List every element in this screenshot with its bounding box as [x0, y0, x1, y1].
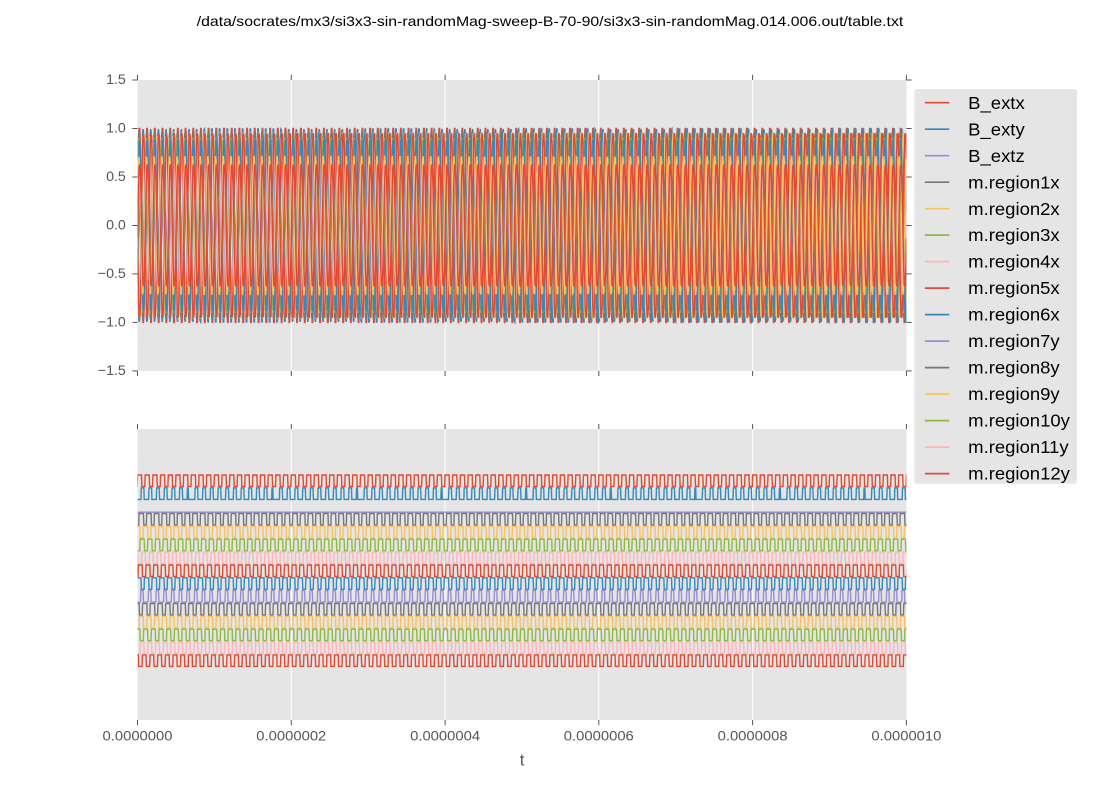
svg-text:m.region4x: m.region4x	[968, 252, 1060, 272]
svg-text:m.region9y: m.region9y	[968, 384, 1060, 404]
svg-text:m.region3x: m.region3x	[968, 225, 1060, 245]
svg-text:B_exty: B_exty	[968, 119, 1025, 139]
svg-text:m.region7y: m.region7y	[968, 331, 1060, 351]
svg-text:m.region10y: m.region10y	[968, 411, 1070, 431]
svg-text:m.region12y: m.region12y	[968, 464, 1070, 484]
svg-text:m.region11y: m.region11y	[968, 437, 1069, 457]
svg-text:B_extz: B_extz	[968, 146, 1024, 166]
svg-text:m.region5x: m.region5x	[968, 278, 1060, 298]
svg-text:−1.5: −1.5	[98, 363, 126, 379]
svg-text:0.0000010: 0.0000010	[871, 728, 941, 744]
svg-text:0.0000004: 0.0000004	[410, 728, 480, 744]
svg-text:/data/socrates/mx3/si3x3-sin-r: /data/socrates/mx3/si3x3-sin-randomMag-s…	[197, 13, 904, 29]
svg-text:0.0000002: 0.0000002	[256, 728, 326, 744]
svg-text:m.region8y: m.region8y	[968, 358, 1060, 378]
svg-text:0.5: 0.5	[106, 169, 126, 185]
svg-text:m.region2x: m.region2x	[968, 199, 1060, 219]
svg-text:B_extx: B_extx	[968, 93, 1025, 113]
svg-text:−1.0: −1.0	[98, 315, 126, 331]
svg-text:t: t	[520, 750, 525, 769]
svg-text:0.0: 0.0	[106, 218, 126, 234]
svg-text:0.0000008: 0.0000008	[718, 728, 788, 744]
svg-text:0.0000000: 0.0000000	[103, 728, 173, 744]
svg-text:m.region6x: m.region6x	[968, 305, 1060, 325]
svg-text:1.0: 1.0	[106, 121, 126, 137]
svg-text:1.5: 1.5	[106, 72, 126, 88]
svg-text:−0.5: −0.5	[98, 266, 126, 282]
svg-text:m.region1x: m.region1x	[968, 172, 1060, 192]
svg-text:0.0000006: 0.0000006	[564, 728, 634, 744]
